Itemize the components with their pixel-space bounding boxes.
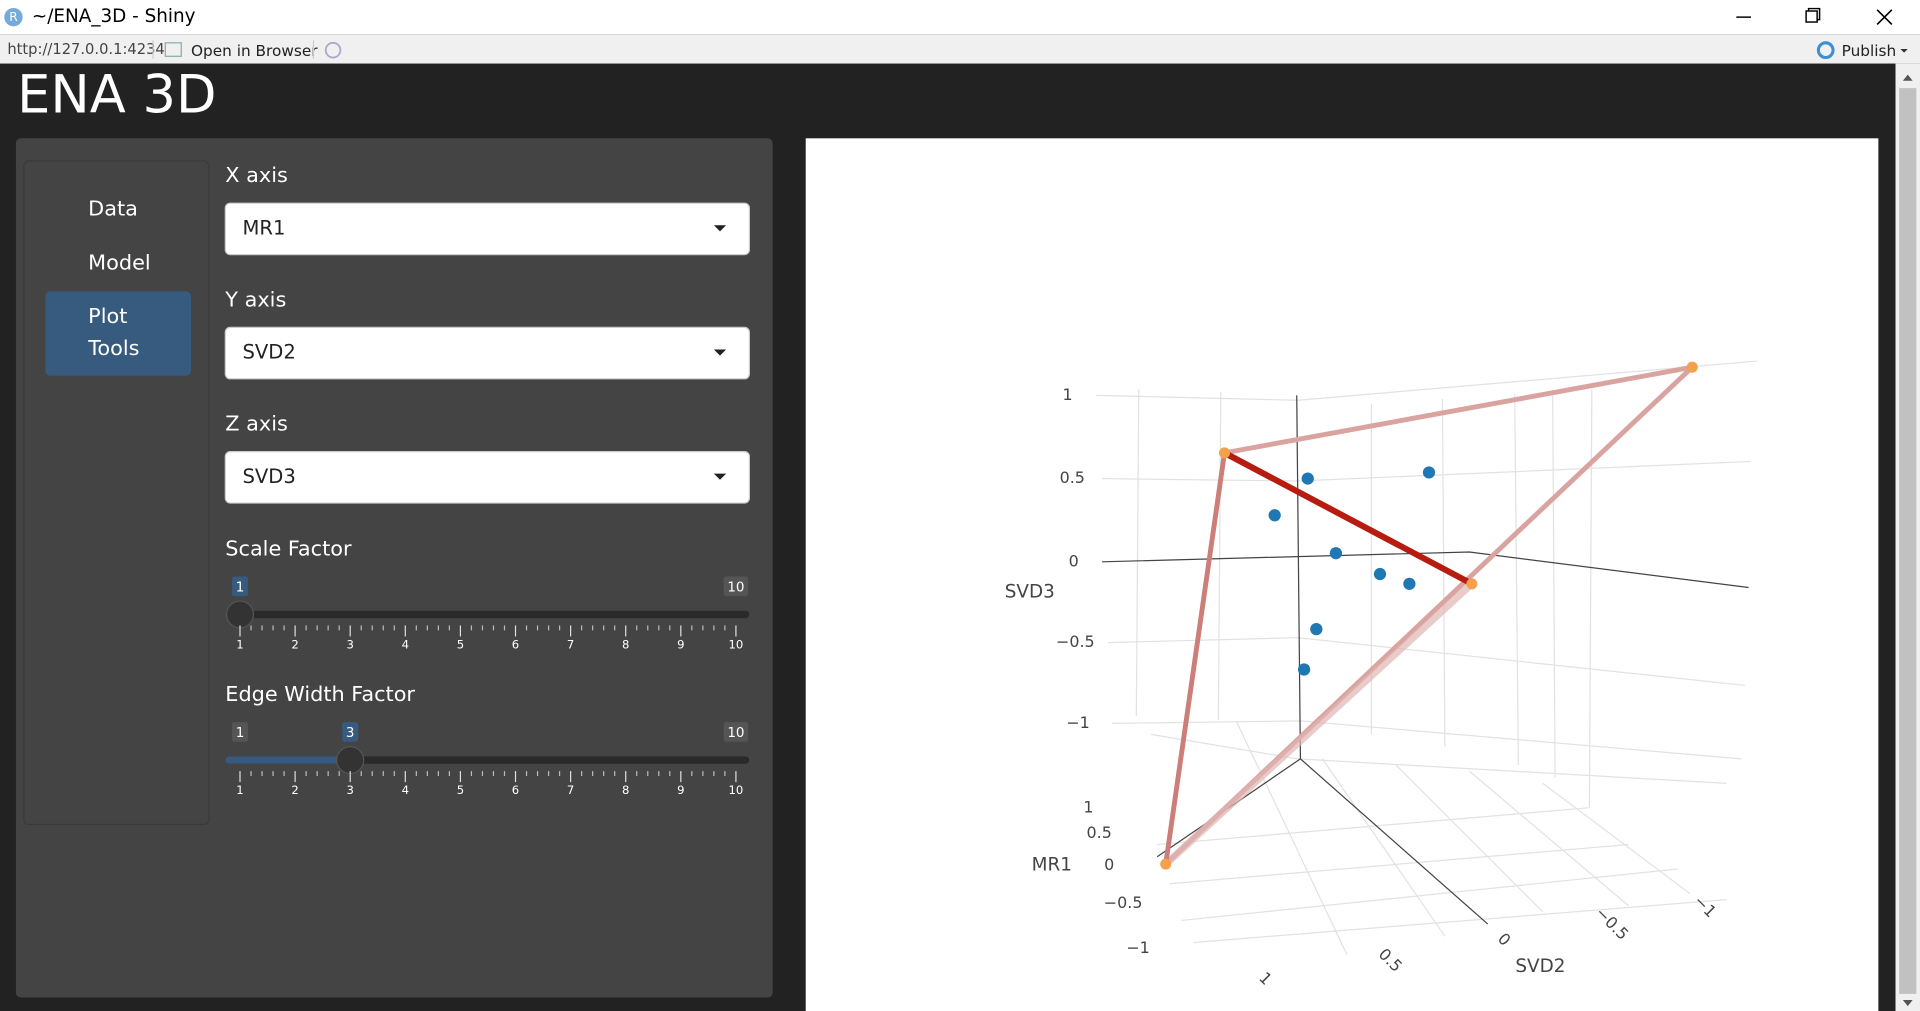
publish-icon xyxy=(1816,41,1835,60)
slider-value-bg xyxy=(342,722,359,742)
scrollbar-thumb[interactable] xyxy=(1899,88,1917,994)
slider-tick-label: 10 xyxy=(729,783,744,797)
axis-tick-label: −0.5 xyxy=(1056,632,1095,651)
select-label: Z axis xyxy=(225,412,288,436)
slider-tick-label: 7 xyxy=(567,638,574,652)
slider-min-bg xyxy=(232,722,248,742)
axis-tick-label: 0.5 xyxy=(1087,823,1112,842)
url: http://127.0.0.1:4234 xyxy=(7,41,164,58)
axis-tick-label: −1 xyxy=(1066,713,1089,732)
slider-tick-label: 3 xyxy=(347,638,354,652)
slider-tick-label: 1 xyxy=(236,783,243,797)
slider-value-bg xyxy=(232,576,248,597)
slider-value: 1 xyxy=(236,581,245,596)
open-in-browser[interactable]: Open in Browser xyxy=(191,42,318,60)
select-caret xyxy=(713,225,727,232)
slider-max-bg xyxy=(723,722,749,742)
plot-area xyxy=(805,138,1879,1011)
axis-tick-label: 1 xyxy=(1083,797,1093,816)
slider-max-bg xyxy=(723,576,749,597)
slider-tick-label: 4 xyxy=(402,638,409,652)
scroll-up[interactable] xyxy=(1902,74,1913,81)
select-value[interactable]: SVD3 xyxy=(242,465,295,488)
nav-item-label[interactable]: Plot Tools xyxy=(88,304,140,362)
window-title: ~/ENA_3D - Shiny xyxy=(32,6,196,27)
select-box[interactable] xyxy=(224,326,750,380)
slider-tick-label: 8 xyxy=(622,638,629,652)
select-box[interactable] xyxy=(224,202,750,256)
nav-item[interactable]: Data xyxy=(88,193,161,266)
app-icon-letter: R xyxy=(9,10,18,24)
select-label: Y axis xyxy=(224,287,286,311)
select-caret xyxy=(713,473,727,480)
nav-item-active-bg xyxy=(45,291,192,376)
close-button[interactable] xyxy=(1876,9,1893,26)
slider-tick-label: 3 xyxy=(347,783,354,797)
network-edges xyxy=(1162,364,1695,868)
network-nodes xyxy=(1160,361,1698,870)
slider-fill xyxy=(225,756,351,764)
nav-item-label[interactable]: Data xyxy=(88,197,138,222)
slider-min: 1 xyxy=(236,726,245,741)
slider-tick-label: 5 xyxy=(457,638,464,652)
slider-tick-label: 1 xyxy=(236,638,243,652)
axis-tick-label: 0 xyxy=(1069,551,1079,570)
axis-title: SVD2 xyxy=(1515,956,1565,977)
slider-value: 3 xyxy=(346,726,355,741)
nav-item[interactable]: Plot Tools xyxy=(88,301,161,374)
slider-track[interactable] xyxy=(225,610,750,619)
slider-max: 10 xyxy=(727,726,744,741)
toolbar xyxy=(0,34,1920,64)
slider-tick-label: 9 xyxy=(677,638,684,652)
axis-tick-label: 0 xyxy=(1104,855,1114,874)
select-box[interactable] xyxy=(224,451,750,504)
scroll-down[interactable] xyxy=(1902,999,1913,1007)
slider-tick-label: 7 xyxy=(567,783,574,797)
slider-label: Scale Factor xyxy=(225,537,352,561)
slider-label: Edge Width Factor xyxy=(225,682,415,706)
app-title: ENA 3D xyxy=(17,65,216,126)
nav-item-label[interactable]: Model xyxy=(88,250,151,276)
title-bar xyxy=(0,0,1920,35)
select-value[interactable]: SVD2 xyxy=(242,341,295,364)
publish-button[interactable]: Publish xyxy=(1842,42,1897,60)
slider-tick-label: 6 xyxy=(512,783,519,797)
slider-tick-label: 9 xyxy=(677,783,684,797)
slider-tick-label: 2 xyxy=(291,638,298,652)
slider-tick-label: 2 xyxy=(291,783,298,797)
slider-handle[interactable] xyxy=(225,600,255,629)
publish-dropdown[interactable] xyxy=(1900,48,1908,53)
axis-title: MR1 xyxy=(1032,854,1072,875)
slider-tick-label: 6 xyxy=(512,638,519,652)
slider-max: 10 xyxy=(727,581,744,596)
select-label: X axis xyxy=(225,163,288,187)
slider-tick-label: 10 xyxy=(729,638,744,652)
refresh-button[interactable] xyxy=(324,41,342,59)
select-value[interactable]: MR1 xyxy=(242,216,285,239)
axis-tick-label: −0.5 xyxy=(1104,893,1143,912)
nav-item[interactable]: Model xyxy=(88,247,161,320)
unit-points xyxy=(1268,466,1436,676)
slider-tick-label: 5 xyxy=(457,783,464,797)
axis-tick-label: 1 xyxy=(1063,385,1073,404)
browser-icon xyxy=(164,42,182,57)
slider-tick-label: 8 xyxy=(622,783,629,797)
axis-title: SVD3 xyxy=(1005,581,1055,602)
slider-tick-label: 4 xyxy=(402,783,409,797)
restore-button[interactable] xyxy=(1805,7,1821,23)
slider-handle[interactable] xyxy=(336,746,365,775)
axis-tick-label: 0.5 xyxy=(1060,468,1085,487)
axis-tick-label: −1 xyxy=(1126,938,1149,957)
app-icon xyxy=(4,7,23,27)
select-caret xyxy=(713,349,727,356)
